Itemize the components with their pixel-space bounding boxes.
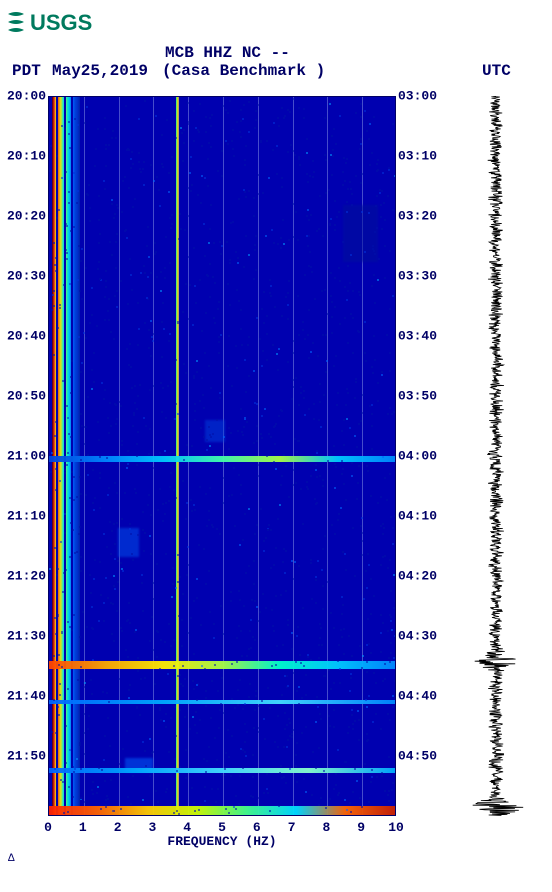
utc-tick: 03:40 xyxy=(398,328,448,343)
freq-tick: 0 xyxy=(44,820,52,835)
freq-tick: 9 xyxy=(357,820,365,835)
freq-tick: 3 xyxy=(148,820,156,835)
freq-tick: 4 xyxy=(183,820,191,835)
pdt-tick: 20:20 xyxy=(0,209,46,224)
frequency-axis: 012345678910 xyxy=(48,816,396,832)
waveform-trace xyxy=(466,96,526,816)
right-tz-label: UTC xyxy=(472,62,552,80)
freq-tick: 5 xyxy=(218,820,226,835)
pdt-tick: 21:20 xyxy=(0,569,46,584)
pdt-tick: 20:40 xyxy=(0,328,46,343)
freq-tick: 1 xyxy=(79,820,87,835)
logo-text: USGS xyxy=(30,10,92,35)
left-tz-label: PDT xyxy=(0,62,52,80)
chart-header: MCB HHZ NC -- PDT May25,2019 (Casa Bench… xyxy=(0,36,552,86)
freq-tick: 8 xyxy=(322,820,330,835)
utc-tick: 03:30 xyxy=(398,269,448,284)
pdt-tick: 21:00 xyxy=(0,449,46,464)
pdt-tick: 21:30 xyxy=(0,629,46,644)
utc-tick: 03:50 xyxy=(398,389,448,404)
spectrogram-panel: 20:0020:1020:2020:3020:4020:5021:0021:10… xyxy=(48,96,396,849)
freq-tick: 2 xyxy=(114,820,122,835)
pdt-tick: 21:50 xyxy=(0,749,46,764)
pdt-tick: 21:40 xyxy=(0,688,46,703)
station-id: MCB HHZ NC -- xyxy=(0,44,552,62)
freq-tick: 6 xyxy=(253,820,261,835)
utc-tick: 04:00 xyxy=(398,449,448,464)
site-name: (Casa Benchmark ) xyxy=(157,62,472,80)
pdt-tick: 20:00 xyxy=(0,89,46,104)
date-label: May25,2019 xyxy=(52,62,157,80)
pdt-tick: 20:10 xyxy=(0,148,46,163)
corner-marker: Δ xyxy=(0,849,552,865)
utc-tick: 03:00 xyxy=(398,89,448,104)
pdt-tick: 20:50 xyxy=(0,389,46,404)
utc-tick: 04:10 xyxy=(398,508,448,523)
utc-tick: 04:20 xyxy=(398,569,448,584)
freq-tick: 10 xyxy=(388,820,404,835)
pdt-tick: 20:30 xyxy=(0,269,46,284)
chart-area: 20:0020:1020:2020:3020:4020:5021:0021:10… xyxy=(48,96,552,849)
pdt-tick: 21:10 xyxy=(0,508,46,523)
utc-tick: 04:30 xyxy=(398,629,448,644)
utc-tick: 04:40 xyxy=(398,688,448,703)
spectrogram-plot xyxy=(48,96,396,816)
freq-tick: 7 xyxy=(288,820,296,835)
utc-tick: 04:50 xyxy=(398,749,448,764)
usgs-logo: USGS xyxy=(0,0,552,36)
utc-time-axis: 03:0003:1003:2003:3003:4003:5004:0004:10… xyxy=(398,96,448,816)
x-axis-label: FREQUENCY (HZ) xyxy=(48,834,396,849)
utc-tick: 03:10 xyxy=(398,148,448,163)
utc-tick: 03:20 xyxy=(398,209,448,224)
pdt-time-axis: 20:0020:1020:2020:3020:4020:5021:0021:10… xyxy=(0,96,46,816)
